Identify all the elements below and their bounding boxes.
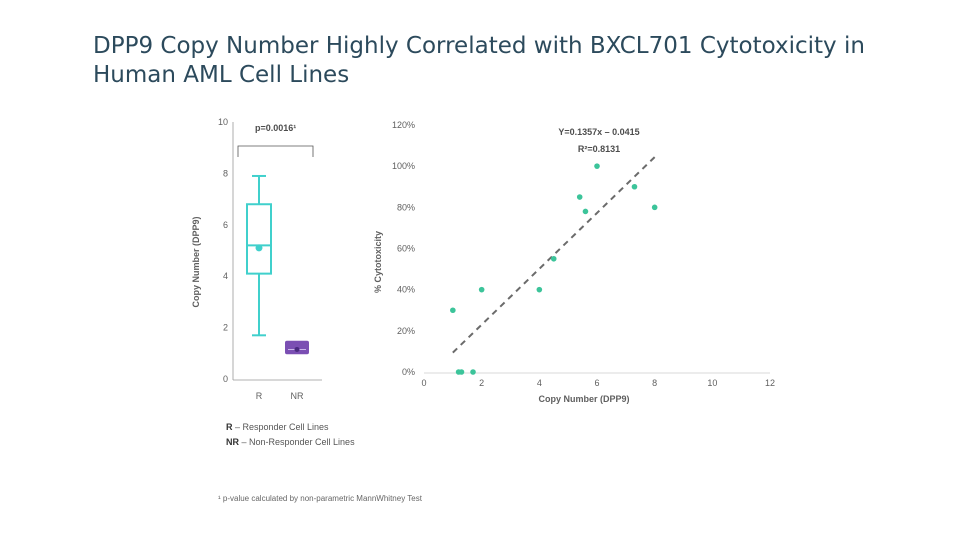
box-x-tick-label: NR (291, 391, 304, 401)
box-nr-mean-point (294, 346, 300, 352)
box-x-tick-label: R (256, 391, 263, 401)
box-r-iqr (246, 203, 272, 275)
legend-non-responder-key: NR (226, 437, 239, 447)
footnote: ¹ p-value calculated by non-parametric M… (218, 494, 422, 503)
box-pvalue-label: p=0.0016¹ (255, 123, 296, 133)
slide-title-line-2: Human AML Cell Lines (93, 62, 350, 88)
box-y-tick-label: 8 (223, 168, 228, 178)
box-y-tick-label: 2 (223, 323, 228, 333)
legend-non-responder-text: – Non-Responder Cell Lines (239, 437, 355, 447)
box-y-tick-label: 0 (223, 374, 228, 384)
box-y-axis-label: Copy Number (DPP9) (191, 216, 201, 307)
slide-title: DPP9 Copy Number Highly Correlated with … (93, 32, 953, 90)
slide-title-line-1: DPP9 Copy Number Highly Correlated with … (93, 33, 865, 59)
significance-bracket (237, 145, 314, 157)
legend-responder-key: R (226, 422, 233, 432)
box-y-tick-label: 6 (223, 220, 228, 230)
box-y-tick-label: 4 (223, 271, 228, 281)
box-y-tick-label: 10 (218, 117, 228, 127)
box-r-mean-point (255, 244, 263, 252)
legend-responder: R – Responder Cell Lines (226, 422, 329, 432)
legend-responder-text: – Responder Cell Lines (232, 422, 329, 432)
legend-non-responder: NR – Non-Responder Cell Lines (226, 437, 355, 447)
